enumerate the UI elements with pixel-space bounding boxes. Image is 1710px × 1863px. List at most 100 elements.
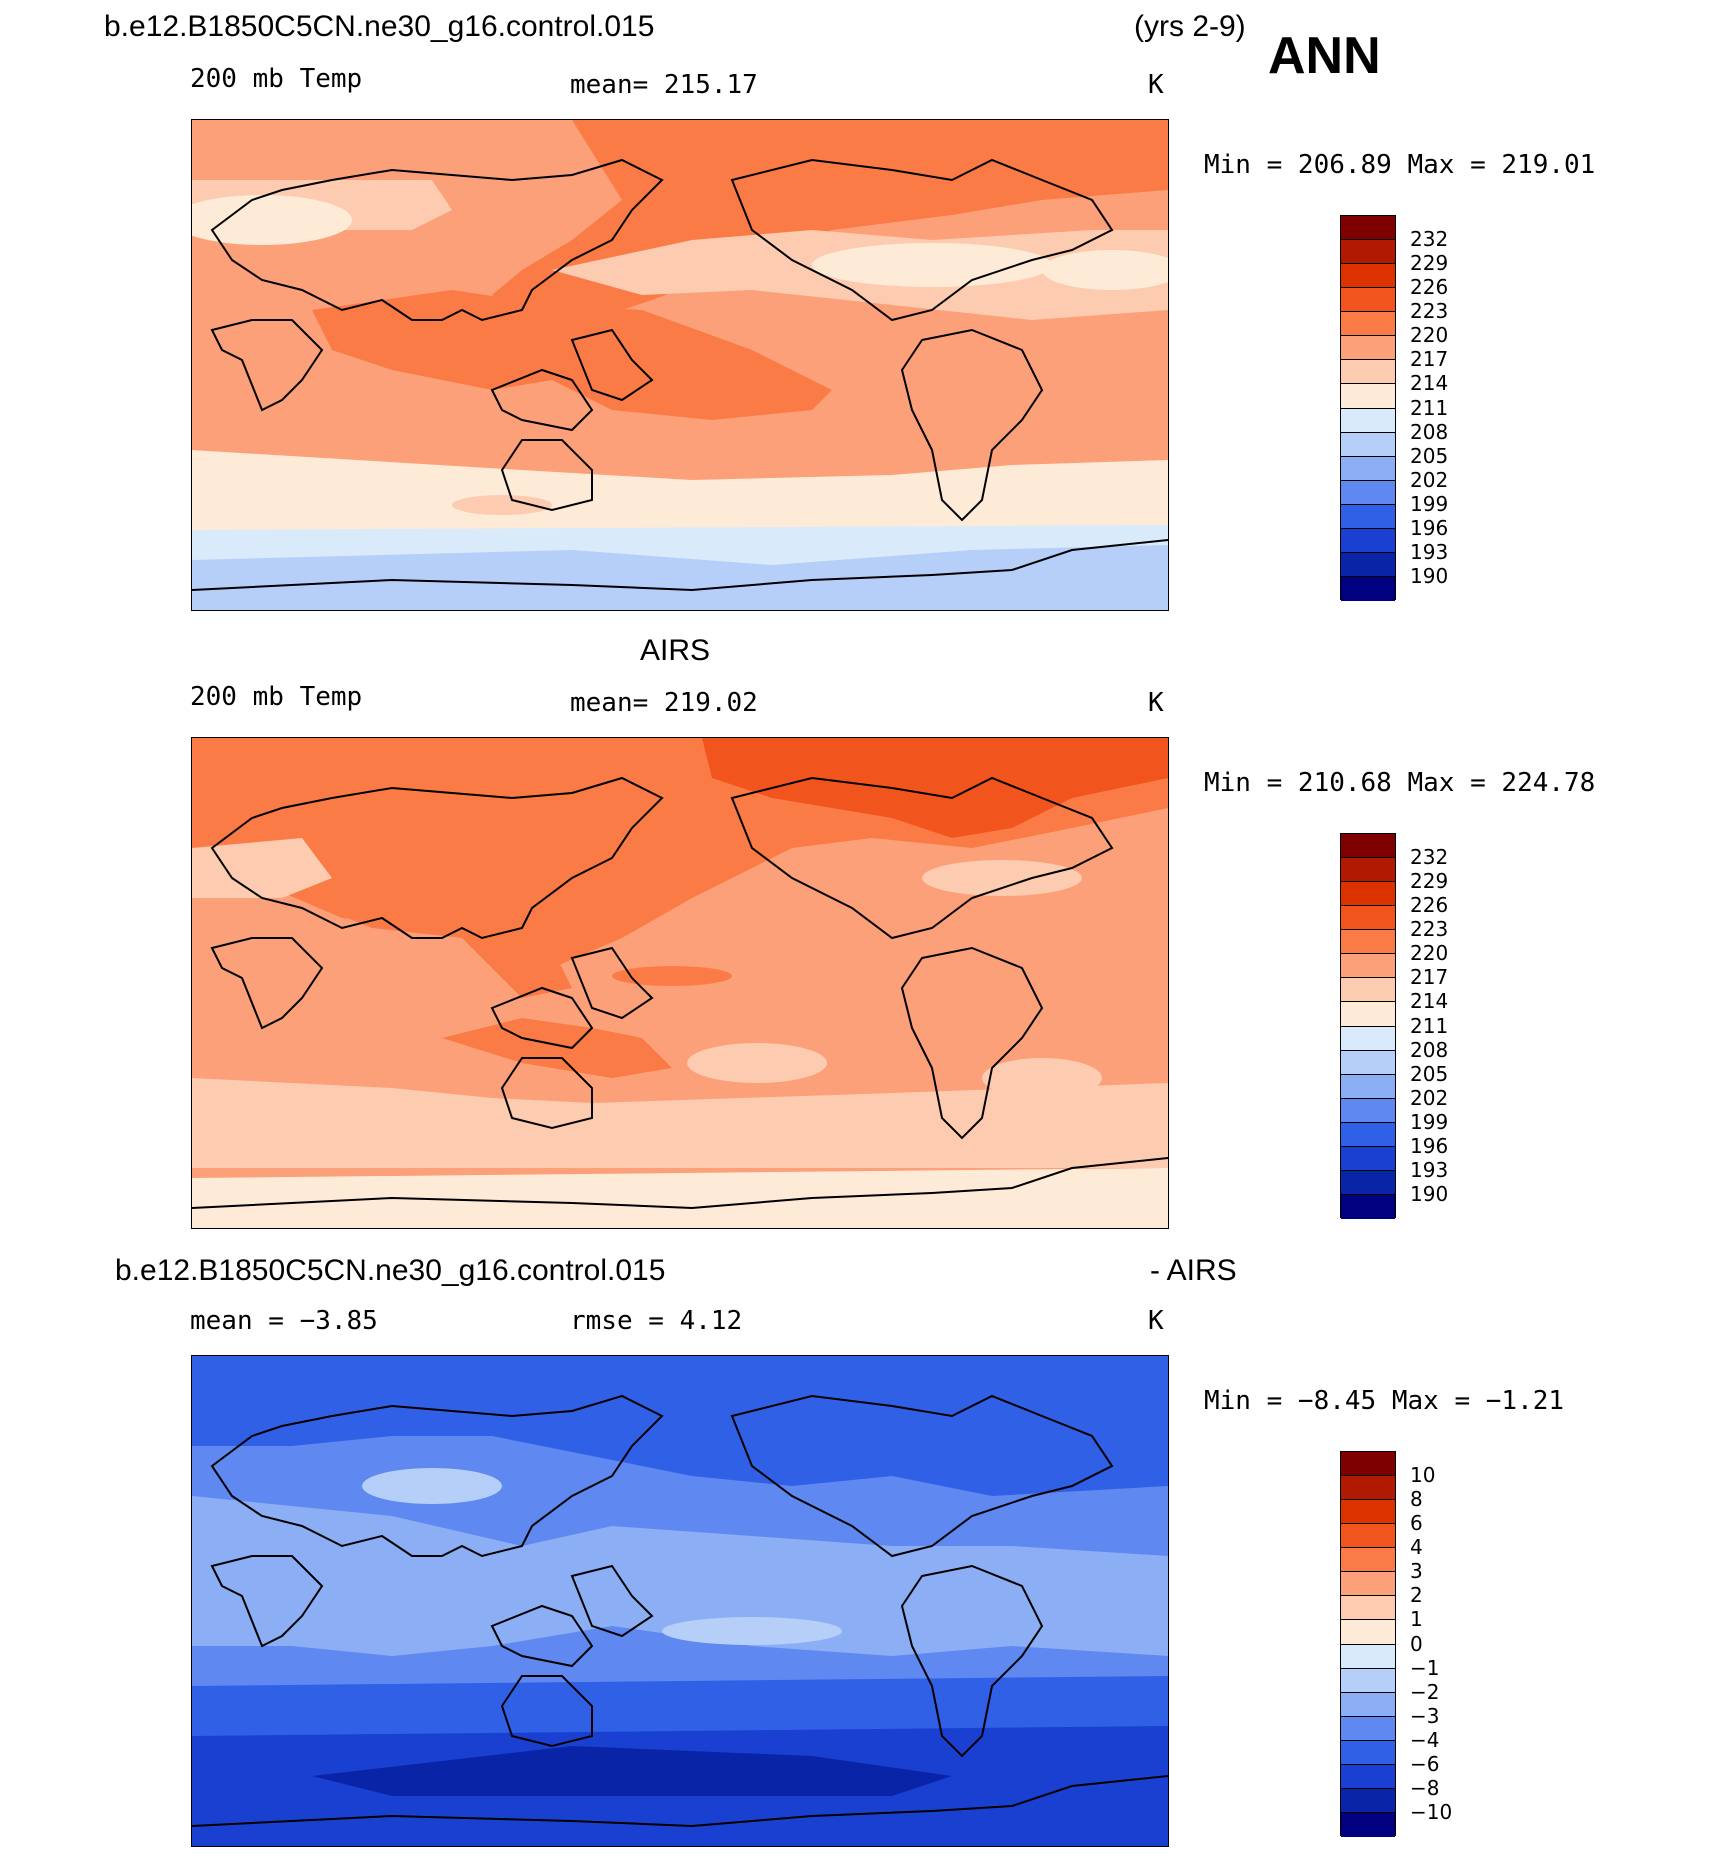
panel2-title: AIRS — [640, 634, 711, 667]
colorbar-swatch — [1341, 834, 1395, 859]
colorbar-swatch — [1341, 456, 1395, 481]
colorbar-swatch — [1341, 930, 1395, 955]
colorbar-tick-label: 190 — [1410, 1181, 1449, 1206]
m2-warm3-region — [442, 1018, 672, 1078]
m3-light2-region — [362, 1468, 502, 1504]
colorbar-swatch — [1341, 1788, 1395, 1813]
m1-warm2-region — [312, 290, 832, 420]
colorbar-tick-label: 214 — [1410, 989, 1449, 1014]
colorbar-tick-label: 199 — [1410, 1109, 1449, 1134]
panel1-variable: 200 mb Temp — [190, 64, 363, 94]
colorbar-tick-label: 226 — [1410, 893, 1449, 918]
m1-pale2-region — [192, 195, 352, 245]
colorbar-tick-label: −1 — [1410, 1655, 1440, 1680]
colorbar-tick-label: 223 — [1410, 299, 1449, 324]
m3-mid1-region — [192, 1496, 1168, 1656]
colorbar-swatch — [1341, 504, 1395, 529]
colorbar-tick-label: 208 — [1410, 419, 1449, 444]
colorbar-swatch — [1341, 1452, 1395, 1477]
colorbar-swatch — [1341, 954, 1395, 979]
colorbar-swatch — [1341, 978, 1395, 1003]
colorbar-tick-label: 4 — [1410, 1535, 1423, 1560]
panel3-units: K — [1148, 1306, 1164, 1336]
m2-hot-region — [702, 738, 1168, 838]
colorbar-swatch — [1341, 288, 1395, 313]
years-label: (yrs 2-9) — [1134, 10, 1246, 43]
colorbar-tick-label: −3 — [1410, 1703, 1440, 1728]
m1-pale1-region — [812, 243, 1052, 287]
colorbar-swatch — [1341, 1620, 1395, 1645]
colorbar-swatch — [1341, 1572, 1395, 1597]
colorbar-tick-label: 199 — [1410, 491, 1449, 516]
colorbar-swatch — [1341, 1596, 1395, 1621]
m3-light1-region — [662, 1617, 842, 1645]
colorbar-tick-label: 8 — [1410, 1487, 1423, 1512]
colorbar-tick-label: 1 — [1410, 1607, 1423, 1632]
m2-cool2-region — [192, 1078, 1168, 1168]
m1-cold1-region — [192, 545, 1168, 610]
colorbar-tick-label: 196 — [1410, 1133, 1449, 1158]
m1-band-region — [452, 495, 552, 515]
colorbar-tick-label: 6 — [1410, 1511, 1423, 1536]
panel3-minmax: Min = −8.45 Max = −1.21 — [1204, 1386, 1565, 1416]
m3-deepest-region — [312, 1746, 952, 1796]
panel2-colorbar — [1340, 833, 1396, 1219]
colorbar-swatch — [1341, 384, 1395, 409]
colorbar-tick-label: 202 — [1410, 1085, 1449, 1110]
colorbar-tick-label: 202 — [1410, 467, 1449, 492]
colorbar-tick-label: 223 — [1410, 917, 1449, 942]
season-label: ANN — [1268, 27, 1381, 85]
colorbar-swatch — [1341, 336, 1395, 361]
colorbar-tick-label: −8 — [1410, 1775, 1440, 1800]
colorbar-swatch — [1341, 312, 1395, 337]
colorbar-swatch — [1341, 480, 1395, 505]
colorbar-tick-label: 211 — [1410, 395, 1449, 420]
colorbar-swatch — [1341, 1500, 1395, 1525]
colorbar-tick-label: −2 — [1410, 1679, 1440, 1704]
m2-warm2-region — [312, 888, 572, 998]
panel1-units: K — [1148, 70, 1164, 100]
case-title: b.e12.B1850C5CN.ne30_g16.control.015 — [104, 10, 655, 43]
colorbar-swatch — [1341, 858, 1395, 883]
colorbar-tick-label: 205 — [1410, 1061, 1449, 1086]
colorbar-swatch — [1341, 1074, 1395, 1099]
colorbar-tick-label: 2 — [1410, 1583, 1423, 1608]
panel3-mean: mean = −3.85 — [190, 1306, 378, 1336]
colorbar-tick-label: −10 — [1410, 1799, 1453, 1824]
colorbar-swatch — [1341, 1644, 1395, 1669]
colorbar-tick-label: 214 — [1410, 371, 1449, 396]
colorbar-swatch — [1341, 1098, 1395, 1123]
colorbar-tick-label: 10 — [1410, 1463, 1436, 1488]
panel2-units: K — [1148, 688, 1164, 718]
panel3-rmse: rmse = 4.12 — [570, 1306, 743, 1336]
colorbar-swatch — [1341, 528, 1395, 553]
panel1-map-svg — [192, 120, 1168, 610]
m2-cool5-region — [922, 860, 1082, 896]
colorbar-swatch — [1341, 1668, 1395, 1693]
colorbar-tick-label: 226 — [1410, 275, 1449, 300]
colorbar-tick-label: 0 — [1410, 1631, 1423, 1656]
colorbar-swatch — [1341, 240, 1395, 265]
colorbar-swatch — [1341, 906, 1395, 931]
colorbar-swatch — [1341, 1716, 1395, 1741]
colorbar-swatch — [1341, 1476, 1395, 1501]
m2-cool3-region — [687, 1043, 827, 1083]
colorbar-tick-label: 229 — [1410, 869, 1449, 894]
colorbar-tick-label: 220 — [1410, 323, 1449, 348]
colorbar-tick-label: 193 — [1410, 539, 1449, 564]
colorbar-swatch — [1341, 264, 1395, 289]
colorbar-tick-label: 190 — [1410, 563, 1449, 588]
panel3-map-svg — [192, 1356, 1168, 1846]
m2-cool1-region — [192, 838, 332, 898]
colorbar-tick-label: −6 — [1410, 1751, 1440, 1776]
panel2-map — [191, 737, 1169, 1229]
colorbar-swatch — [1341, 1050, 1395, 1075]
colorbar-swatch — [1341, 1764, 1395, 1789]
colorbar-tick-label: 208 — [1410, 1037, 1449, 1062]
colorbar-swatch — [1341, 1740, 1395, 1765]
colorbar-swatch — [1341, 1026, 1395, 1051]
colorbar-swatch — [1341, 1002, 1395, 1027]
colorbar-tick-label: 193 — [1410, 1157, 1449, 1182]
colorbar-swatch — [1341, 216, 1395, 241]
m2-pale1-region — [192, 1168, 1168, 1228]
